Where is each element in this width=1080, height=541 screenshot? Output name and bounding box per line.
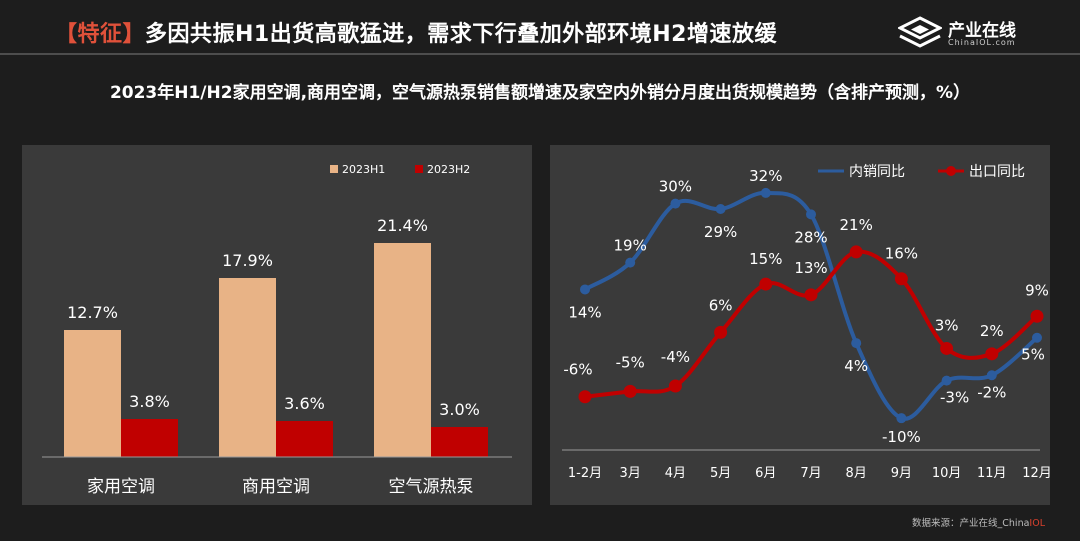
legend-label-1: 出口同比 <box>969 164 1025 180</box>
point-label-1-0: -6% <box>563 361 592 379</box>
x-tick-label-1: 3月 <box>620 466 641 481</box>
data-source: 数据来源：产业在线_ChinaIOL <box>912 515 1045 529</box>
bar-label-0-0: 12.7% <box>67 303 118 322</box>
x-tick-label-8: 10月 <box>932 466 962 481</box>
point-1-2 <box>668 379 682 393</box>
header: 【特征】多因共振H1出货高歌猛进，需求下行叠加外部环境H2增速放缓 产业在线 C… <box>55 12 1080 52</box>
x-tick-label-2: 4月 <box>665 466 686 481</box>
bar-1-2 <box>431 427 488 457</box>
point-label-0-9: -2% <box>977 383 1006 401</box>
point-label-1-8: 3% <box>935 316 959 334</box>
bar-label-0-1: 17.9% <box>222 251 273 270</box>
bar-0-0 <box>64 330 121 457</box>
source-prefix: 数据来源： <box>912 518 960 529</box>
category-label-1: 商用空调 <box>242 477 310 497</box>
point-label-0-4: 32% <box>749 167 782 185</box>
category-label-2: 空气源热泵 <box>389 477 474 497</box>
legend-swatch-1 <box>415 165 423 173</box>
legend-swatch-0 <box>330 165 338 173</box>
point-1-3 <box>714 325 728 339</box>
bar-label-0-2: 21.4% <box>377 216 428 235</box>
point-0-9 <box>986 370 997 381</box>
point-0-5 <box>806 209 816 220</box>
title-text: 多因共振H1出货高歌猛进，需求下行叠加外部环境H2增速放缓 <box>145 22 777 47</box>
point-label-0-0: 14% <box>568 303 601 321</box>
point-0-4 <box>760 187 771 198</box>
x-tick-label-3: 5月 <box>710 466 731 481</box>
source-text: 产业在线_China <box>959 518 1030 529</box>
point-0-2 <box>670 198 681 209</box>
point-label-1-10: 9% <box>1025 281 1049 299</box>
point-label-0-7: -10% <box>882 428 921 446</box>
point-1-4 <box>759 277 773 291</box>
point-1-10 <box>1030 309 1044 323</box>
bar-0-2 <box>374 243 431 457</box>
bar-label-1-0: 3.8% <box>129 392 170 411</box>
title-tag: 【特征】 <box>55 22 146 47</box>
x-tick-label-10: 12月 <box>1022 466 1050 481</box>
point-label-1-7: 16% <box>885 245 918 263</box>
point-label-0-10: 5% <box>1021 346 1045 364</box>
point-label-1-2: -4% <box>661 348 690 366</box>
bar-chart-panel: 2023H1 2023H2 12.7% 3.8% 家用空调 17.9% 3.6% 商用空调 21… <box>22 145 532 505</box>
point-label-1-4: 15% <box>749 250 782 268</box>
point-label-0-5: 28% <box>794 228 827 246</box>
bar-0-1 <box>219 278 276 457</box>
line-chart-panel: 内销同比 出口同比 14% 19% 30% 29% 32% 28% 4% -10% -3% -2% 5%… <box>550 145 1050 505</box>
point-label-1-1: -5% <box>616 353 645 371</box>
line-chart: 内销同比 出口同比 14% 19% 30% 29% 32% 28% 4% -10% -3% -2% 5%… <box>562 164 1050 481</box>
series-line-0 <box>583 190 1039 421</box>
point-1-9 <box>985 347 999 361</box>
bar-label-1-1: 3.6% <box>284 394 325 413</box>
source-suffix: IOL <box>1029 518 1045 529</box>
x-tick-label-7: 9月 <box>891 466 912 481</box>
point-1-5 <box>804 288 818 302</box>
brand-name: 产业在线 <box>948 21 1016 41</box>
page-title: 【特征】多因共振H1出货高歌猛进，需求下行叠加外部环境H2增速放缓 <box>55 16 777 48</box>
x-tick-label-4: 6月 <box>755 466 776 481</box>
point-label-1-5: 13% <box>794 259 827 277</box>
point-1-1 <box>623 384 637 398</box>
category-label-0: 家用空调 <box>87 477 155 497</box>
point-label-0-2: 30% <box>659 178 692 196</box>
point-1-7 <box>894 272 908 286</box>
point-label-1-6: 21% <box>840 216 873 234</box>
point-label-1-3: 6% <box>709 296 733 314</box>
legend-label-0: 2023H1 <box>342 163 385 176</box>
point-0-6 <box>851 338 862 349</box>
point-0-3 <box>715 204 726 214</box>
bar-chart: 2023H1 2023H2 12.7% 3.8% 家用空调 17.9% 3.6% 商用空调 21… <box>42 163 512 497</box>
bar-1-0 <box>121 419 178 457</box>
legend-label-0: 内销同比 <box>849 164 905 180</box>
bar-label-1-2: 3.0% <box>439 400 480 419</box>
point-0-10 <box>1032 332 1042 343</box>
point-0-0 <box>580 284 590 295</box>
point-label-1-9: 2% <box>980 322 1004 340</box>
point-label-0-1: 19% <box>614 237 647 255</box>
chart-subtitle: 2023年H1/H2家用空调,商用空调，空气源热泵销售额增速及家空内外销分月度出… <box>109 83 971 103</box>
point-label-0-3: 29% <box>704 223 737 241</box>
point-1-8 <box>940 341 954 355</box>
point-1-0 <box>578 390 592 404</box>
point-0-7 <box>896 413 907 424</box>
point-0-1 <box>625 257 636 268</box>
legend-label-1: 2023H2 <box>427 163 470 176</box>
legend-marker-1 <box>946 166 956 176</box>
brand: 产业在线 ChinaIOL.com <box>898 14 1058 54</box>
point-1-6 <box>849 245 863 259</box>
point-label-0-6: 4% <box>844 357 868 375</box>
brand-logo-icon <box>898 16 942 48</box>
point-0-8 <box>941 375 952 386</box>
x-tick-label-5: 7月 <box>800 466 821 481</box>
bar-1-1 <box>276 421 333 457</box>
x-tick-label-0: 1-2月 <box>568 466 602 481</box>
header-divider <box>0 53 1080 55</box>
brand-url: ChinaIOL.com <box>948 38 1016 47</box>
x-tick-label-6: 8月 <box>846 466 867 481</box>
point-label-0-8: -3% <box>940 389 969 407</box>
x-tick-label-9: 11月 <box>977 466 1007 481</box>
